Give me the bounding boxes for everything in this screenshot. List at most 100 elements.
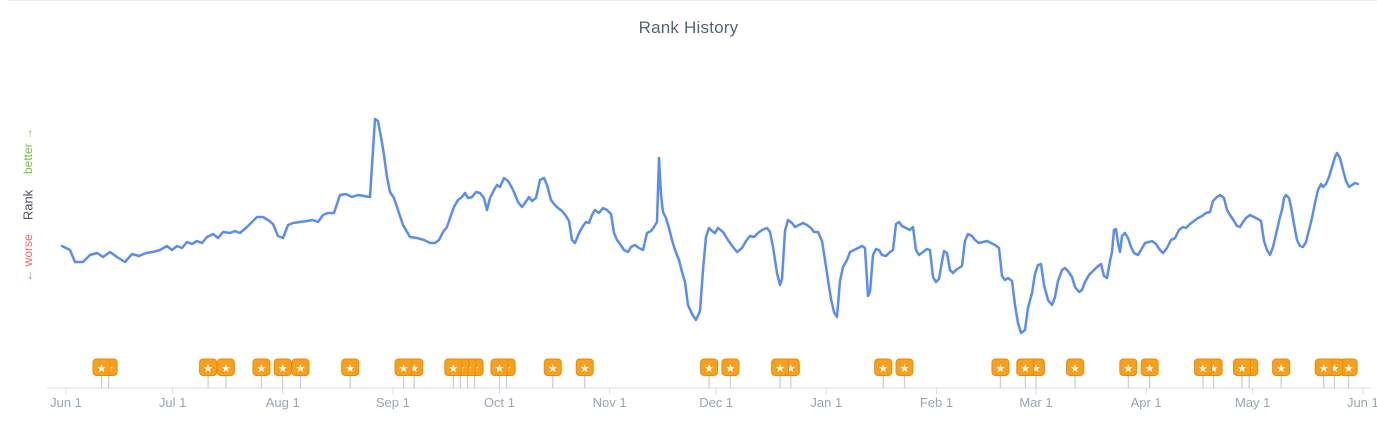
star-icon: ★ <box>296 363 306 375</box>
star-icon: ★ <box>1198 363 1208 375</box>
star-icon: ★ <box>725 363 735 375</box>
update-marker[interactable]: ★ <box>291 358 310 376</box>
update-marker-badge[interactable] <box>700 358 719 376</box>
star-icon: ★ <box>775 363 785 375</box>
page-title: Rank History <box>638 18 739 37</box>
star-icon: ★ <box>704 363 714 375</box>
update-marker[interactable]: ★ <box>1119 358 1138 376</box>
star-icon: ★ <box>1123 363 1133 375</box>
update-marker-badge[interactable] <box>252 358 271 376</box>
update-marker-badge[interactable] <box>874 358 893 376</box>
update-marker[interactable]: ★ <box>444 358 463 376</box>
x-axis-label: Jun 1 <box>1347 395 1377 410</box>
update-marker[interactable]: ★ <box>252 358 271 376</box>
update-marker-badge[interactable] <box>291 358 310 376</box>
update-marker-badge[interactable] <box>444 358 463 376</box>
update-marker-badge[interactable] <box>543 358 562 376</box>
update-marker[interactable]: ★ <box>394 358 413 376</box>
star-icon: ★ <box>1031 363 1041 375</box>
update-marker-badge[interactable] <box>1233 358 1252 376</box>
update-marker-badge[interactable] <box>991 358 1010 376</box>
update-marker[interactable]: ★ <box>1066 358 1085 376</box>
update-marker[interactable]: ★ <box>721 358 740 376</box>
update-marker[interactable]: ★ <box>1272 358 1291 376</box>
star-icon: ★ <box>1319 363 1329 375</box>
x-axis-label: Mar 1 <box>1019 395 1052 410</box>
x-axis-label: Nov 1 <box>593 395 627 410</box>
update-marker-badge[interactable] <box>216 358 235 376</box>
star-icon: ★ <box>548 363 558 375</box>
update-marker[interactable]: ★ <box>771 358 790 376</box>
update-marker-badge[interactable] <box>394 358 413 376</box>
star-icon: ★ <box>448 363 458 375</box>
update-marker-badge[interactable] <box>1272 358 1291 376</box>
star-icon: ★ <box>256 363 266 375</box>
x-axis-label: Jul 1 <box>159 395 186 410</box>
x-axis-label: May 1 <box>1235 395 1270 410</box>
update-marker[interactable]: ★ <box>1016 358 1035 376</box>
star-icon: ★ <box>996 363 1006 375</box>
update-marker[interactable]: ★ <box>543 358 562 376</box>
star-icon: ★ <box>221 363 231 375</box>
x-axis-label: Aug 1 <box>266 395 300 410</box>
update-marker[interactable]: ★ <box>1193 358 1212 376</box>
update-marker-badge[interactable] <box>199 358 218 376</box>
star-icon: ★ <box>1209 363 1219 375</box>
update-marker-badge[interactable] <box>490 358 509 376</box>
star-icon: ★ <box>878 363 888 375</box>
x-axis-label: Apr 1 <box>1131 395 1162 410</box>
update-marker[interactable]: ★ <box>92 358 111 376</box>
update-marker-badge[interactable] <box>1066 358 1085 376</box>
star-icon: ★ <box>1344 363 1354 375</box>
update-marker[interactable]: ★ <box>991 358 1010 376</box>
update-marker[interactable]: ★ <box>575 358 594 376</box>
update-marker-badge[interactable] <box>771 358 790 376</box>
update-marker-badge[interactable] <box>1193 358 1212 376</box>
update-marker[interactable]: ★ <box>341 358 360 376</box>
star-icon: ★ <box>1276 363 1286 375</box>
update-marker[interactable]: ★ <box>1233 358 1252 376</box>
star-icon: ★ <box>900 363 910 375</box>
x-axis-label: Jan 1 <box>810 395 842 410</box>
update-marker-badge[interactable] <box>273 358 292 376</box>
update-marker-badge[interactable] <box>721 358 740 376</box>
x-axis-label: Jun 1 <box>50 395 82 410</box>
update-marker-badge[interactable] <box>1314 358 1333 376</box>
update-marker-badge[interactable] <box>1140 358 1159 376</box>
update-marker[interactable]: ★ <box>895 358 914 376</box>
rank-line[interactable] <box>60 117 1360 335</box>
update-marker-badge[interactable] <box>1016 358 1035 376</box>
star-icon: ★ <box>278 363 288 375</box>
x-axis-label: Oct 1 <box>484 395 515 410</box>
update-marker[interactable]: ★ <box>216 358 235 376</box>
star-icon: ★ <box>409 363 419 375</box>
star-icon: ★ <box>1145 363 1155 375</box>
update-marker[interactable]: ★ <box>273 358 292 376</box>
update-marker-badge[interactable] <box>92 358 111 376</box>
star-icon: ★ <box>495 363 505 375</box>
update-marker[interactable]: ★ <box>1140 358 1159 376</box>
x-axis-label: Feb 1 <box>920 395 953 410</box>
update-marker-badge[interactable] <box>895 358 914 376</box>
star-icon: ★ <box>1020 363 1030 375</box>
star-icon: ★ <box>580 363 590 375</box>
update-marker[interactable]: ★ <box>490 358 509 376</box>
update-marker[interactable]: ★ <box>874 358 893 376</box>
star-icon: ★ <box>399 363 409 375</box>
update-marker-badge[interactable] <box>575 358 594 376</box>
update-marker-badge[interactable] <box>341 358 360 376</box>
update-marker[interactable]: ★ <box>199 358 218 376</box>
star-icon: ★ <box>345 363 355 375</box>
top-divider <box>8 0 1377 1</box>
update-marker[interactable]: ★ <box>1339 358 1358 376</box>
x-axis-label: Sep 1 <box>376 395 410 410</box>
update-marker[interactable]: ★ <box>700 358 719 376</box>
update-marker[interactable]: ★ <box>1314 358 1333 376</box>
star-icon: ★ <box>786 363 796 375</box>
update-marker-badge[interactable] <box>1119 358 1138 376</box>
star-icon: ★ <box>1237 363 1247 375</box>
x-axis-label: Dec 1 <box>699 395 733 410</box>
star-icon: ★ <box>203 363 213 375</box>
star-icon: ★ <box>1329 363 1339 375</box>
